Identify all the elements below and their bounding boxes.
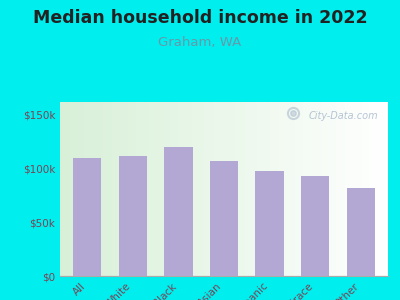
Bar — [164, 147, 192, 276]
Bar — [346, 188, 375, 276]
Bar — [256, 171, 284, 276]
Bar — [73, 158, 102, 276]
Bar — [119, 156, 147, 276]
Bar — [301, 176, 329, 276]
Text: Graham, WA: Graham, WA — [158, 36, 242, 49]
Bar — [210, 161, 238, 276]
Text: Median household income in 2022: Median household income in 2022 — [33, 9, 367, 27]
Text: City-Data.com: City-Data.com — [308, 111, 378, 121]
